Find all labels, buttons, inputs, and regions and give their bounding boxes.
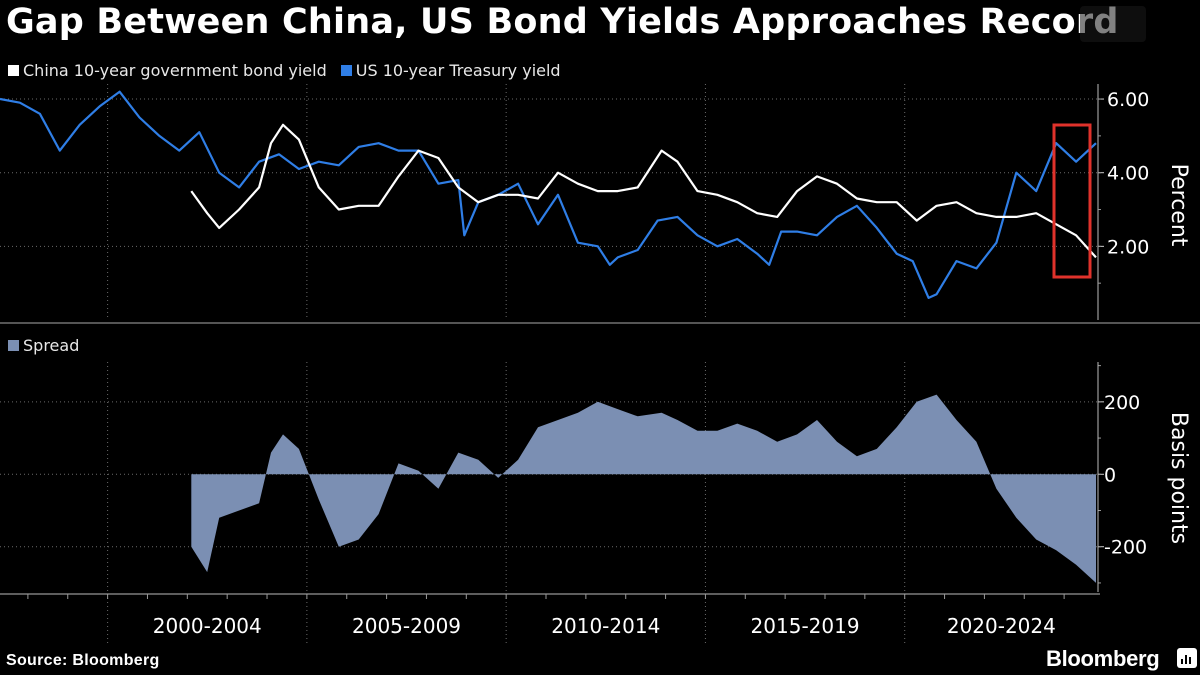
series-spread-area <box>191 394 1097 583</box>
source-note: Source: Bloomberg <box>6 652 160 669</box>
bottom-ytick-label: 0 <box>1104 464 1116 486</box>
chart-title: Gap Between China, US Bond Yields Approa… <box>6 2 1119 42</box>
x-category-label: 2015-2019 <box>751 614 860 638</box>
bottom-ytick-label: 200 <box>1104 392 1140 414</box>
x-category-label: 2010-2014 <box>551 614 660 638</box>
bottom-legend: Spread <box>8 336 93 355</box>
legend-label-spread: Spread <box>23 336 80 355</box>
series-china-line <box>190 123 1097 259</box>
x-category-label: 2000-2004 <box>153 614 262 638</box>
bottom-ytick-label: -200 <box>1104 537 1147 559</box>
top-ytick-label: 6.00 <box>1107 89 1149 111</box>
highlight-box <box>1052 123 1092 279</box>
legend-label-china: China 10-year government bond yield <box>23 61 327 80</box>
brand-logo: Bloomberg <box>1046 646 1160 671</box>
legend-swatch-china <box>8 65 19 76</box>
bloomberg-logo-icon <box>1177 648 1197 668</box>
series-us-line <box>0 90 1097 299</box>
bottom-yaxis-title: Basis points <box>1166 412 1191 544</box>
top-ytick-label: 4.00 <box>1107 163 1149 185</box>
legend-swatch-us <box>340 65 352 76</box>
title-badge-icon <box>1080 6 1146 42</box>
legend-swatch-spread <box>8 340 19 351</box>
legend-item-china: China 10-year government bond yield <box>8 61 327 80</box>
top-legend: China 10-year government bond yield US 1… <box>8 61 575 80</box>
legend-item-spread: Spread <box>8 336 79 355</box>
top-ytick-label: 2.00 <box>1107 236 1149 258</box>
x-category-label: 2005-2009 <box>352 614 461 638</box>
legend-label-us: US 10-year Treasury yield <box>355 61 561 80</box>
top-yaxis-title: Percent <box>1166 164 1191 247</box>
legend-item-us: US 10-year Treasury yield <box>340 61 561 80</box>
x-category-label: 2020-2024 <box>947 614 1056 638</box>
